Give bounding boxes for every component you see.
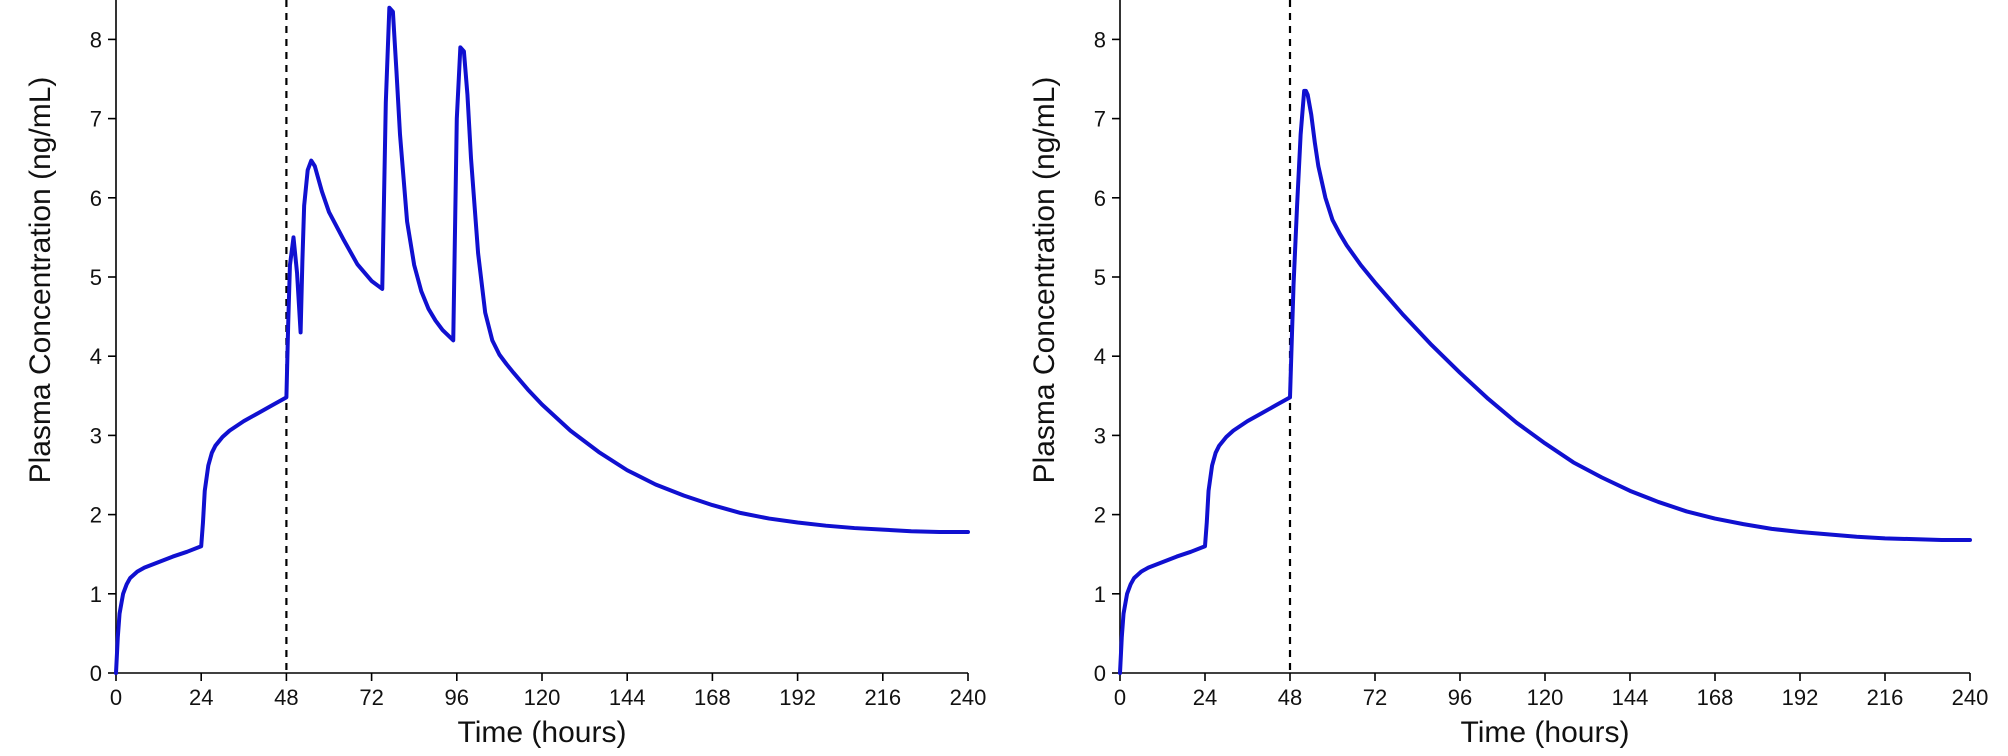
x-tick-label: 120: [1527, 685, 1564, 710]
x-tick-label: 0: [1114, 685, 1126, 710]
x-tick-label: 240: [950, 685, 987, 710]
x-tick-label: 144: [1612, 685, 1649, 710]
x-tick-label: 48: [1278, 685, 1302, 710]
x-tick-label: 72: [1363, 685, 1387, 710]
x-tick-label: 72: [359, 685, 383, 710]
x-tick-label: 168: [694, 685, 731, 710]
y-tick-label: 1: [1094, 582, 1106, 607]
concentration-line-series: [114, 5, 970, 675]
y-tick-label: 7: [1094, 107, 1106, 132]
chart-panel-2: 0 24 48 72 96 120 144 168 192 216 240 0 1 2 3 4 5 6 7 8 Time…: [1028, 0, 1988, 749]
x-tick-label: 144: [609, 685, 646, 710]
y-tick-label: 2: [90, 503, 102, 528]
x-tick-label: 120: [524, 685, 561, 710]
concentration-line-series: [1118, 88, 1972, 675]
x-tick-label: 192: [779, 685, 816, 710]
y-tick-label: 3: [90, 423, 102, 448]
x-tick-label: 96: [1448, 685, 1472, 710]
x-tick-label: 168: [1697, 685, 1734, 710]
y-tick-label: 0: [1094, 661, 1106, 686]
y-tick-label: 2: [1094, 503, 1106, 528]
x-tick-label: 216: [864, 685, 901, 710]
y-tick-label: 7: [90, 107, 102, 132]
x-tick-label: 192: [1782, 685, 1819, 710]
y-tick-label: 1: [90, 582, 102, 607]
x-tick-label: 48: [274, 685, 298, 710]
y-tick-label: 6: [90, 186, 102, 211]
x-axis-label: Time (hours): [458, 716, 627, 749]
y-tick-label: 4: [1094, 344, 1106, 369]
x-axis-label: Time (hours): [1461, 716, 1630, 749]
y-tick-label: 8: [1094, 27, 1106, 52]
y-tick-label: 3: [1094, 423, 1106, 448]
y-tick-label: 5: [1094, 265, 1106, 290]
chart-panel-1: 0 24 48 72 96 120 144 168 192 216 240 0 1 2 3 4 5 6 7 8 Time…: [24, 0, 986, 749]
x-tick-label: 24: [189, 685, 213, 710]
y-tick-label: 0: [90, 661, 102, 686]
y-tick-label: 8: [90, 27, 102, 52]
y-tick-label: 4: [90, 344, 102, 369]
x-tick-label: 216: [1867, 685, 1904, 710]
x-tick-label: 240: [1952, 685, 1989, 710]
x-tick-label: 0: [110, 685, 122, 710]
x-tick-label: 96: [445, 685, 469, 710]
y-axis-label: Plasma Concentration (ng/mL): [24, 77, 57, 484]
y-tick-label: 5: [90, 265, 102, 290]
y-tick-label: 6: [1094, 186, 1106, 211]
x-tick-label: 24: [1193, 685, 1217, 710]
y-axis-label: Plasma Concentration (ng/mL): [1028, 77, 1061, 484]
